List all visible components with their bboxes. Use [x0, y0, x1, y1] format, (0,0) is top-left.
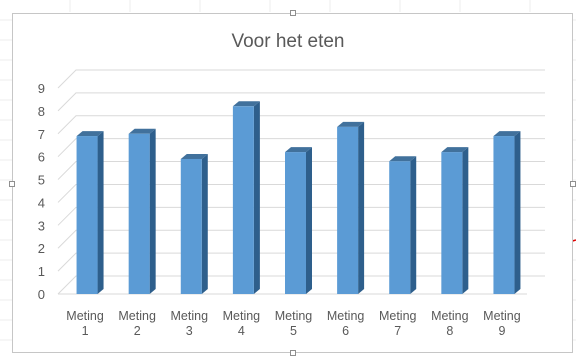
- resize-handle-bottom[interactable]: [290, 350, 296, 356]
- y-tick-label: 1: [38, 264, 45, 279]
- x-tick-label: Meting: [379, 309, 417, 323]
- bar-top: [232, 101, 260, 107]
- x-tick-label: 7: [394, 324, 401, 338]
- gridline: [57, 161, 545, 180]
- x-tick-label: Meting: [118, 309, 156, 323]
- x-tick-label: Meting: [327, 309, 365, 323]
- gridline: [57, 252, 545, 272]
- gridline: [57, 206, 545, 226]
- gridline: [57, 138, 545, 158]
- y-tick-label: 0: [38, 287, 45, 302]
- x-tick-label: 3: [186, 324, 193, 338]
- bar: [389, 161, 411, 294]
- bar-side: [149, 128, 156, 294]
- bar-side: [253, 101, 260, 294]
- y-tick-label: 6: [38, 150, 45, 165]
- x-tick-label: Meting: [171, 309, 209, 323]
- x-tick-label: 2: [134, 324, 141, 338]
- y-tick-label: 2: [38, 241, 45, 256]
- bar: [128, 133, 150, 294]
- gridline: [57, 92, 545, 112]
- y-tick-label: 4: [38, 195, 45, 210]
- bar-side: [306, 147, 312, 294]
- bar-top: [285, 147, 312, 153]
- gridline: [57, 69, 545, 89]
- bar: [441, 152, 463, 294]
- y-tick-label: 7: [38, 127, 45, 142]
- x-tick-label: Meting: [483, 309, 521, 323]
- bar-top: [493, 131, 521, 137]
- x-tick-label: Meting: [275, 309, 313, 323]
- x-tick-label: 5: [290, 324, 297, 338]
- bar: [180, 158, 202, 294]
- bar-side: [514, 131, 521, 294]
- gridline: [57, 115, 545, 135]
- x-tick-label: Meting: [431, 309, 469, 323]
- resize-handle-top[interactable]: [290, 10, 296, 16]
- y-tick-label: 9: [38, 81, 45, 96]
- bar: [232, 106, 254, 294]
- x-tick-label: 8: [446, 324, 453, 338]
- bar: [493, 136, 515, 294]
- bar-side: [410, 156, 417, 294]
- bar: [76, 136, 98, 294]
- bar-top: [76, 131, 104, 137]
- gridline: [57, 183, 545, 203]
- y-tick-label: 3: [38, 218, 45, 233]
- bar-top: [389, 156, 417, 162]
- bar-top: [180, 153, 208, 159]
- x-tick-label: 1: [82, 324, 89, 338]
- x-tick-label: 4: [238, 324, 245, 338]
- gridline: [57, 229, 545, 249]
- bar: [337, 126, 359, 295]
- bar-side: [462, 147, 469, 294]
- bar-top: [337, 121, 365, 127]
- chart-title[interactable]: Voor het eten: [231, 31, 345, 52]
- x-tick-label: 9: [498, 324, 505, 338]
- bar-top: [128, 128, 156, 134]
- y-tick-label: 5: [38, 173, 45, 188]
- x-tick-label: 6: [342, 324, 349, 338]
- y-tick-label: 8: [38, 104, 45, 119]
- bar-side: [358, 121, 365, 295]
- x-tick-label: Meting: [66, 309, 104, 323]
- bar-side: [201, 153, 208, 294]
- bar: [285, 152, 306, 294]
- resize-handle-left[interactable]: [9, 181, 15, 187]
- gridline: [57, 275, 545, 295]
- bar-top: [441, 147, 469, 153]
- x-tick-label: Meting: [223, 309, 261, 323]
- bar-side: [97, 131, 104, 294]
